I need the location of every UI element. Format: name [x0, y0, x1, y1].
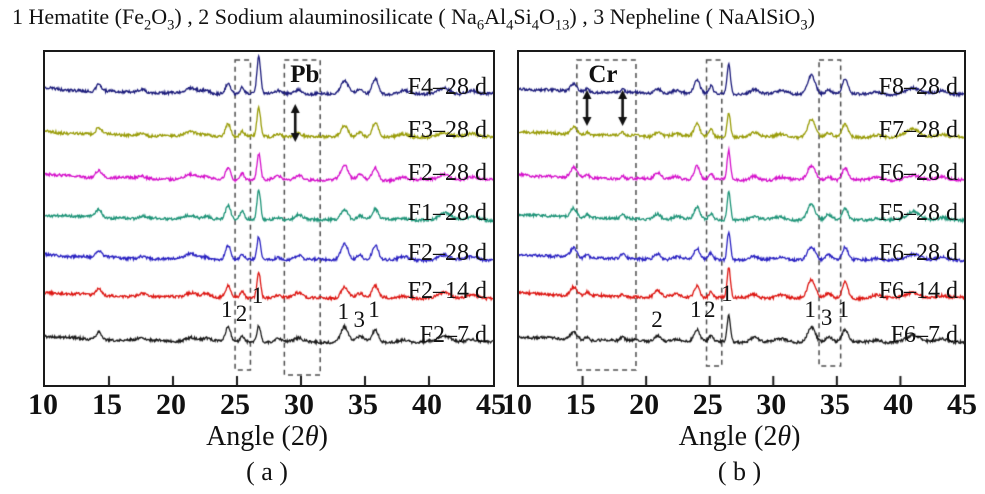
- x-tick-label-b-45: 45: [947, 388, 977, 421]
- curve-label-b-6: F6–7 d: [890, 322, 958, 348]
- axis-title-char: 2: [290, 421, 305, 452]
- annotation-pb: Pb: [290, 61, 320, 88]
- x-tick-label-b-35: 35: [819, 388, 850, 421]
- axis-title-char: g: [240, 421, 255, 452]
- phase-peak-label: 1: [804, 297, 816, 322]
- axis-title-char: ): [318, 421, 328, 452]
- legend-text: ): [807, 4, 815, 29]
- axis-title-char: n: [698, 421, 713, 452]
- legend-subscript: 3: [167, 17, 175, 34]
- annotation-cr: Cr: [588, 61, 618, 88]
- axis-title-char: A: [206, 421, 227, 452]
- curve-label-a-1: F3–28 d: [407, 117, 487, 143]
- x-axis-title-a: Angle (2θ): [206, 423, 328, 451]
- x-tick-label-b-15: 15: [565, 388, 596, 421]
- axis-title-char: l: [726, 421, 735, 452]
- curve-label-b-4: F6–28 d: [878, 240, 958, 266]
- axis-title-char: A: [678, 421, 699, 452]
- panel-b-plot: F8–28 d F7–28 d F6–28 d F5–28 d F6–28 d F6–14…: [517, 50, 966, 387]
- phase-peak-label: 2: [235, 301, 248, 326]
- axis-title-char: n: [226, 421, 241, 452]
- axis-title-char: e: [262, 421, 275, 452]
- curve-label-a-2: F2–28 d: [407, 160, 487, 186]
- legend-text: 1 Hematite (Fe: [12, 4, 144, 29]
- x-tick-label-b-40: 40: [883, 388, 914, 421]
- axis-title-char: e: [734, 421, 748, 452]
- phase-peak-label: 1: [337, 299, 349, 324]
- legend-text: O: [151, 4, 168, 29]
- legend-subscript: 4: [531, 17, 539, 34]
- axis-title-char: (: [281, 421, 291, 452]
- legend-subscript: 6: [476, 17, 485, 34]
- phase-peak-label: 3: [820, 305, 833, 330]
- phase-peak-label: 1: [251, 283, 264, 308]
- x-tick-label-a-30: 30: [284, 388, 314, 421]
- legend-text: Si: [513, 4, 532, 29]
- x-tick-label-b-25: 25: [692, 388, 723, 421]
- x-tick-label-b-20: 20: [629, 388, 660, 421]
- curve-label-a-4: F2–28 d: [407, 240, 487, 266]
- phase-peak-label: 1: [689, 297, 702, 322]
- curve-label-a-5: F2–14 d: [407, 278, 487, 304]
- caption-b: ( b ): [717, 457, 762, 486]
- x-tick-label-a-15: 15: [92, 388, 122, 421]
- axis-title-char: 2: [763, 421, 778, 452]
- phase-peak-label: 3: [353, 307, 365, 332]
- curve-label-a-0: F4–28 d: [407, 74, 487, 100]
- phase-peak-label: 2: [703, 297, 716, 322]
- x-tick-label-a-25: 25: [220, 388, 250, 421]
- legend-text: O: [538, 4, 555, 29]
- curve-label-b-1: F7–28 d: [878, 117, 958, 143]
- phase-peak-label: 1: [721, 281, 733, 306]
- axis-title-char: (: [754, 421, 764, 452]
- x-axis-title-b: Angle (2θ): [679, 423, 801, 451]
- legend-text: ) , 2 Sodium alauminosilicate ( Na: [174, 4, 477, 29]
- legend-subscript: 13: [554, 17, 570, 34]
- legend-text: Al: [484, 4, 507, 29]
- phase-peak-label: 2: [651, 307, 663, 332]
- curve-label-a-6: F2–7 d: [419, 322, 487, 348]
- axis-title-char: l: [254, 421, 263, 452]
- phase-peak-label: 1: [221, 297, 233, 322]
- legend-subscript: 4: [506, 17, 514, 34]
- x-tick-label-b-10: 10: [502, 388, 532, 421]
- x-tick-label-a-10: 10: [28, 388, 58, 421]
- x-tick-label-a-45: 45: [476, 388, 506, 421]
- phase-legend: 1 Hematite (Fe2O3) , 2 Sodium alauminosi…: [12, 4, 982, 36]
- x-tick-label-a-20: 20: [156, 388, 186, 421]
- x-tick-label-a-40: 40: [412, 388, 442, 421]
- legend-subscript: 3: [800, 17, 808, 34]
- phase-peak-label: 1: [837, 297, 849, 322]
- xrd-canvas-b: [519, 52, 964, 385]
- axis-title-char: g: [712, 421, 727, 452]
- curve-label-b-3: F5–28 d: [878, 200, 958, 226]
- phase-peak-label: 1: [368, 297, 380, 322]
- curve-label-b-2: F6–28 d: [878, 160, 958, 186]
- caption-a: ( a ): [246, 457, 288, 486]
- curve-label-a-3: F1–28 d: [407, 200, 487, 226]
- curve-label-b-0: F8–28 d: [878, 74, 958, 100]
- axis-title-char: θ: [777, 421, 792, 452]
- axis-title-char: ): [791, 421, 801, 452]
- curve-label-b-5: F6–14 d: [878, 278, 958, 304]
- x-tick-label-a-35: 35: [348, 388, 378, 421]
- x-tick-label-b-30: 30: [756, 388, 787, 421]
- panel-a-plot: F4–28 d F3–28 d F2–28 d F1–28 d F2–28 d F2–14…: [43, 50, 495, 387]
- legend-subscript: 2: [143, 17, 152, 34]
- xrd-canvas-a: [45, 52, 493, 385]
- legend-text: ) , 3 Nepheline ( NaAlSiO: [569, 4, 801, 29]
- axis-title-char: θ: [304, 421, 319, 452]
